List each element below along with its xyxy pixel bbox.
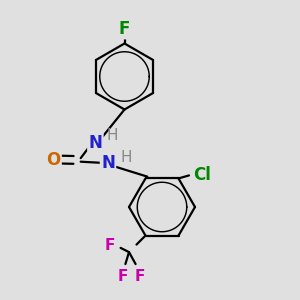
Text: N: N <box>101 154 115 172</box>
Text: F: F <box>117 269 128 284</box>
Text: O: O <box>46 151 61 169</box>
Text: F: F <box>135 269 145 284</box>
Text: F: F <box>105 238 115 253</box>
Text: Cl: Cl <box>193 166 211 184</box>
Text: F: F <box>119 20 130 38</box>
Text: H: H <box>106 128 118 143</box>
Text: N: N <box>88 134 102 152</box>
Text: H: H <box>120 150 132 165</box>
